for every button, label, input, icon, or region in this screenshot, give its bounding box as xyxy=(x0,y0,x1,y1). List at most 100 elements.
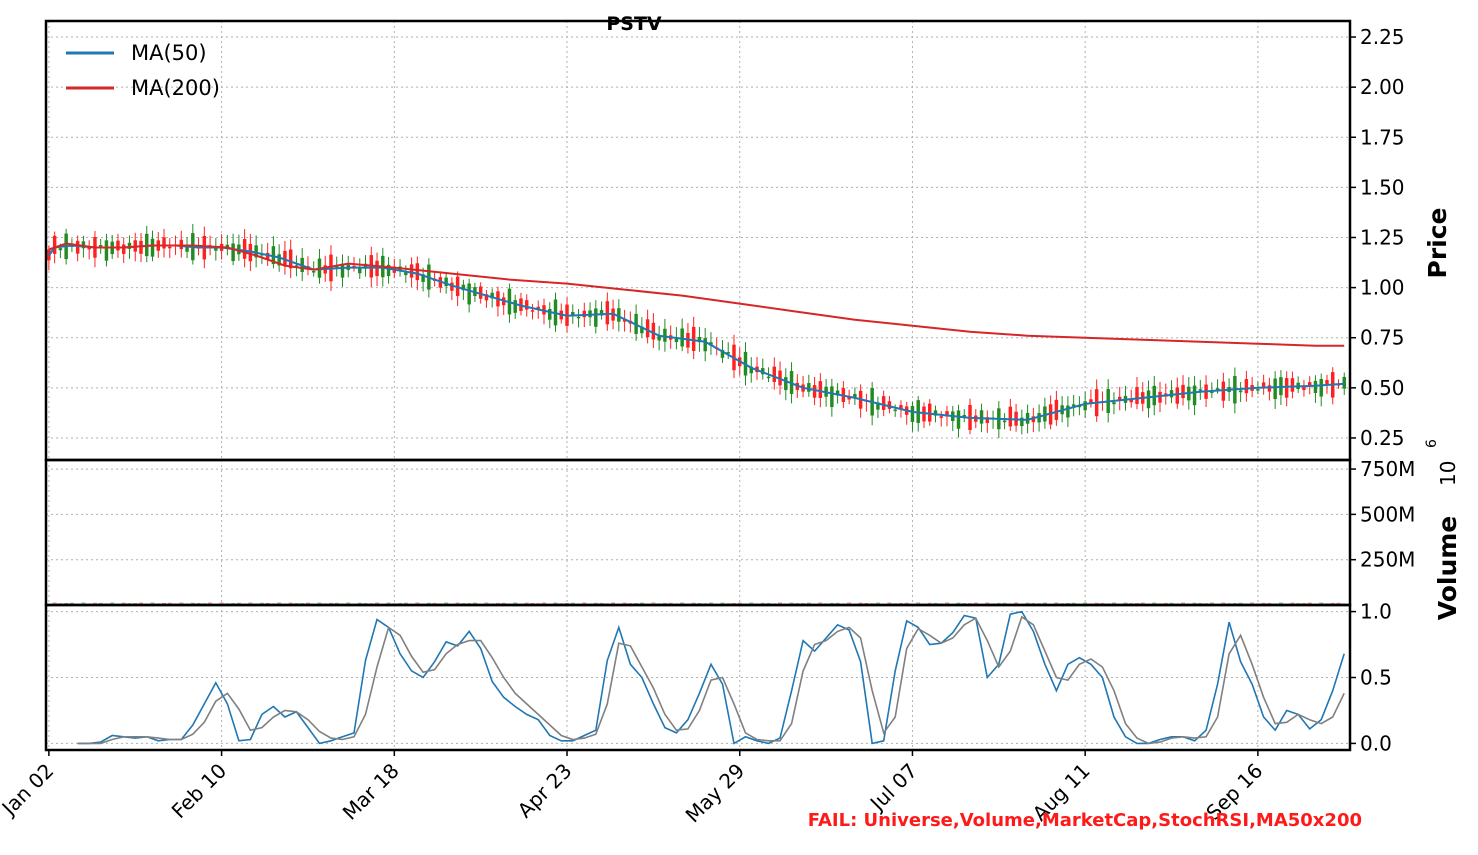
candle-body xyxy=(461,284,466,291)
stoch-axis-tick-label: 0.0 xyxy=(1360,731,1392,755)
candle-body xyxy=(98,245,103,247)
candle-body xyxy=(311,271,316,273)
candle-body xyxy=(271,246,276,265)
candle-body xyxy=(404,272,408,276)
candle-body xyxy=(1256,389,1260,391)
candle-body xyxy=(467,283,471,305)
x-tick-label: Feb 10 xyxy=(167,759,232,824)
candle-body xyxy=(1192,385,1197,406)
candle-body xyxy=(1025,412,1030,424)
candle-body xyxy=(1054,399,1059,421)
candle-body xyxy=(1273,378,1277,400)
candle-body xyxy=(576,316,581,319)
candle-body xyxy=(1158,391,1162,403)
candle-body xyxy=(52,235,57,254)
candle-body xyxy=(81,241,86,249)
candle-body xyxy=(75,240,80,254)
candle-body xyxy=(703,338,707,352)
candle-body xyxy=(415,263,420,281)
volume-axis-tick-label: 750M xyxy=(1360,457,1415,481)
candle-body xyxy=(352,265,356,268)
candle-body xyxy=(1325,380,1329,386)
candle-body xyxy=(421,274,425,282)
candle-body xyxy=(1210,391,1214,394)
candle-body xyxy=(490,292,494,299)
price-axis-tick-label: 2.25 xyxy=(1360,25,1405,49)
candle-body xyxy=(1261,382,1266,388)
x-tick-label: Apr 23 xyxy=(513,759,577,823)
candle-body xyxy=(162,237,166,249)
candle-body xyxy=(962,415,966,417)
candle-body xyxy=(979,410,984,424)
price-axis-tick-label: 1.75 xyxy=(1360,125,1405,149)
candle-body xyxy=(807,383,811,392)
candle-body xyxy=(1181,384,1185,399)
price-axis-tick-label: 0.50 xyxy=(1360,376,1405,400)
candle-body xyxy=(104,240,109,261)
volume-axis-tick-label: 250M xyxy=(1360,548,1415,572)
candle-body xyxy=(530,310,535,312)
candle-body xyxy=(444,277,448,287)
candle-body xyxy=(680,328,684,347)
candle-body xyxy=(1083,401,1087,411)
candle-body xyxy=(835,390,840,396)
candle-body xyxy=(409,264,414,278)
candle-body xyxy=(1284,378,1289,398)
candle-body xyxy=(1244,379,1249,394)
candle-body xyxy=(1198,389,1203,391)
candle-body xyxy=(277,254,281,266)
candle-body xyxy=(818,381,823,398)
candle-body xyxy=(933,410,938,416)
candle-body xyxy=(640,326,644,334)
candle-body xyxy=(116,240,120,251)
candle-body xyxy=(548,308,552,320)
stoch-k-line xyxy=(77,610,1345,745)
candle-body xyxy=(248,244,253,262)
candle-body xyxy=(853,393,857,398)
candle-body xyxy=(812,385,817,398)
candle-body xyxy=(910,406,915,422)
candle-body xyxy=(691,326,696,351)
candle-body xyxy=(663,328,667,342)
legend-label-ma50: MA(50) xyxy=(131,41,207,65)
candle-body xyxy=(1043,406,1047,422)
candle-body xyxy=(622,319,627,322)
candle-body xyxy=(179,239,184,250)
candle-body xyxy=(1112,402,1116,405)
legend: MA(50) MA(200) xyxy=(66,41,220,100)
candle-body xyxy=(1002,420,1007,423)
candle-body xyxy=(726,352,730,354)
candle-body xyxy=(1152,385,1156,406)
price-axis-tick-label: 1.00 xyxy=(1360,276,1405,300)
candle-body xyxy=(645,319,650,338)
candle-body xyxy=(242,238,247,259)
candle-body xyxy=(1066,405,1070,418)
candle-body xyxy=(358,266,362,274)
candle-body xyxy=(939,416,943,418)
candle-body xyxy=(524,300,529,310)
x-tick-label: Mar 18 xyxy=(338,759,404,825)
candle-body xyxy=(1135,386,1139,404)
candle-body xyxy=(772,366,777,382)
candle-body xyxy=(830,386,834,408)
candle-body xyxy=(363,263,368,269)
candle-body xyxy=(1313,380,1318,394)
candle-body xyxy=(605,301,610,325)
candle-body xyxy=(450,282,454,291)
candle-body xyxy=(651,322,656,340)
candle-body xyxy=(1020,417,1024,427)
candle-body xyxy=(254,245,258,258)
candle-body xyxy=(599,310,604,316)
candle-body xyxy=(657,335,661,341)
candle-body xyxy=(294,265,299,267)
price-axis-tick-label: 1.50 xyxy=(1360,175,1405,199)
stoch-axis-tick-label: 1.0 xyxy=(1360,600,1392,624)
candle-body xyxy=(876,402,880,410)
stoch-d-line xyxy=(77,615,1345,745)
candle-body xyxy=(1169,390,1174,398)
candle-body xyxy=(617,308,621,322)
candle-body xyxy=(927,403,932,422)
candle-body xyxy=(386,264,391,277)
screen-fail-message: FAIL: Universe,Volume,MarketCap,StochRSI… xyxy=(808,810,1362,831)
candle-body xyxy=(340,263,345,278)
